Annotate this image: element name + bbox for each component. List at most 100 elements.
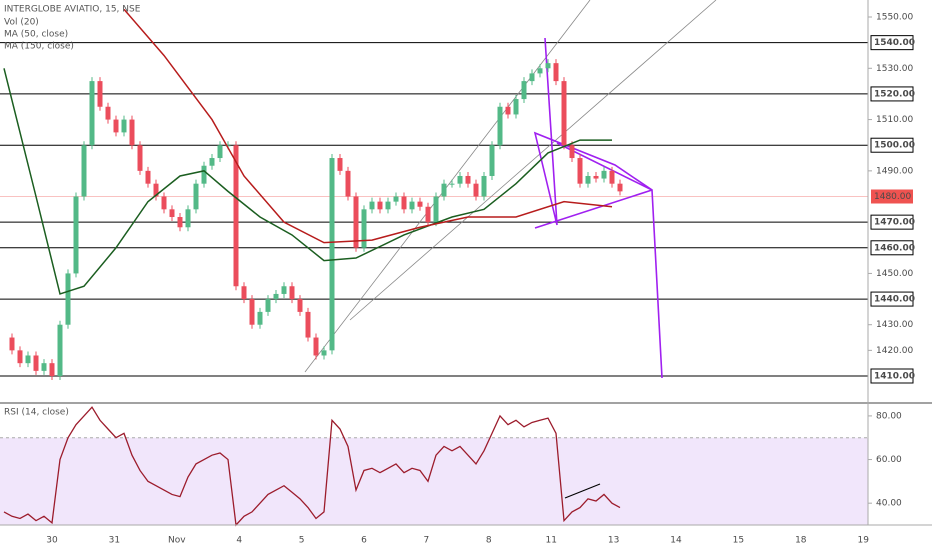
candle xyxy=(577,158,583,184)
candle xyxy=(305,311,311,338)
level-label: 1540.00 xyxy=(874,38,915,48)
candle xyxy=(113,119,119,133)
candle xyxy=(489,145,495,176)
candle xyxy=(65,273,71,325)
drawings xyxy=(304,0,717,499)
candle xyxy=(241,286,247,300)
channel-line xyxy=(304,0,591,373)
candle xyxy=(41,363,47,371)
candle xyxy=(185,209,191,228)
y-tick-label: 1450.00 xyxy=(876,269,913,279)
x-tick-label: 5 xyxy=(299,536,305,546)
candle xyxy=(225,145,231,147)
candle xyxy=(505,106,511,115)
candle xyxy=(361,209,367,248)
candle xyxy=(289,286,295,300)
candle xyxy=(169,209,175,218)
candle xyxy=(401,196,407,210)
candle xyxy=(49,363,55,376)
y-tick-label: 1420.00 xyxy=(876,346,913,356)
candle xyxy=(441,183,447,197)
y-tick-label: 1490.00 xyxy=(876,166,913,176)
x-tick-label: 15 xyxy=(733,536,744,546)
candle xyxy=(497,106,503,146)
candle xyxy=(73,196,79,274)
pattern-line xyxy=(533,37,663,379)
legend-entry: MA (50, close) xyxy=(4,30,68,40)
y-tick-label: 1530.00 xyxy=(876,64,913,74)
candle xyxy=(89,81,95,146)
candle xyxy=(209,158,215,166)
candle xyxy=(457,175,463,184)
y-tick-label: 1550.00 xyxy=(876,13,913,23)
level-label-box xyxy=(870,291,914,307)
level-label: 1410.00 xyxy=(874,372,915,382)
level-label: 1460.00 xyxy=(874,243,915,253)
candle xyxy=(137,145,143,171)
candle xyxy=(529,73,535,82)
x-tick-label: 14 xyxy=(670,536,682,546)
candle xyxy=(537,68,543,74)
level-label: 1470.00 xyxy=(874,218,915,228)
level-label: 1440.00 xyxy=(874,295,915,305)
level-label: 1500.00 xyxy=(874,141,915,151)
last-price-label: 1480.00 xyxy=(874,192,911,202)
candle xyxy=(97,81,103,107)
x-tick-label: 30 xyxy=(46,536,58,546)
candle xyxy=(257,311,263,325)
candle xyxy=(57,324,63,376)
last-price-box xyxy=(871,189,913,204)
divergence-line xyxy=(564,483,601,499)
candle xyxy=(345,170,351,197)
rsi-band xyxy=(0,437,868,525)
candle xyxy=(561,81,567,146)
candle xyxy=(617,183,623,192)
candle xyxy=(593,175,599,179)
candle xyxy=(81,145,87,197)
candle xyxy=(385,201,391,210)
rsi-title: RSI (14, close) xyxy=(4,408,69,418)
x-tick-label: 19 xyxy=(857,536,869,546)
candle xyxy=(433,196,439,223)
candle xyxy=(585,175,591,184)
rsi-tick-label: 60.00 xyxy=(876,455,902,465)
candle xyxy=(17,350,23,364)
legend-entry: Vol (20) xyxy=(4,18,39,28)
candle xyxy=(409,201,415,210)
moving-average xyxy=(123,8,613,244)
level-label-box xyxy=(870,368,914,384)
level-label-box xyxy=(870,240,914,256)
y-tick-label: 1430.00 xyxy=(876,320,913,330)
candle xyxy=(217,145,223,159)
candle xyxy=(273,293,279,300)
candle xyxy=(201,165,207,184)
candle xyxy=(25,355,31,364)
candle xyxy=(161,196,167,210)
candle xyxy=(329,158,335,351)
candle xyxy=(121,119,127,133)
x-tick-label: 4 xyxy=(236,536,242,546)
candle xyxy=(521,81,527,100)
channel-line xyxy=(349,0,717,321)
grid xyxy=(0,42,868,526)
moving-average xyxy=(3,68,612,295)
legend-entry: MA (150, close) xyxy=(4,42,74,52)
rsi-tick-label: 40.00 xyxy=(876,499,902,509)
candle xyxy=(9,337,15,351)
x-tick-label: 8 xyxy=(486,536,492,546)
candle xyxy=(481,175,487,197)
candle xyxy=(393,196,399,202)
chart-title: INTERGLOBE AVIATIO, 15, NSE xyxy=(4,5,141,15)
candle xyxy=(193,183,199,210)
x-tick-label: 18 xyxy=(795,536,807,546)
candle xyxy=(145,170,151,184)
x-tick-label: 7 xyxy=(424,536,430,546)
candle xyxy=(569,145,575,159)
x-tick-label: 11 xyxy=(545,536,556,546)
x-tick-label: 6 xyxy=(361,536,367,546)
candle xyxy=(465,175,471,184)
rsi-line xyxy=(3,406,621,527)
candle xyxy=(337,158,343,171)
candle xyxy=(513,99,519,115)
